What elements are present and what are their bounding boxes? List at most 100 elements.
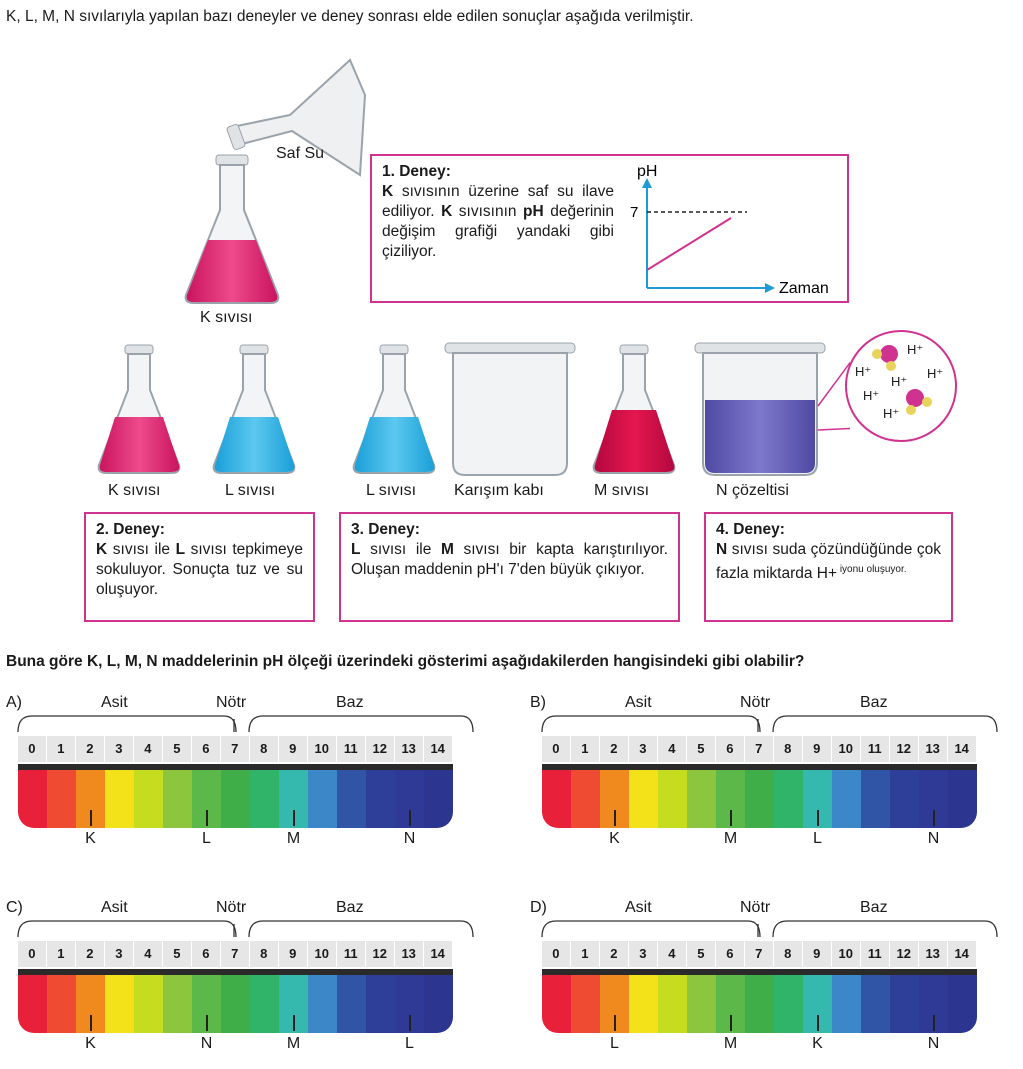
- ph-numbers-row: 0 1 2 3 4 5 6 7 8 9 10 11 12 13 14: [18, 941, 453, 967]
- deney4-title: 4. Deney:: [716, 521, 785, 538]
- ph-number: 9: [278, 941, 307, 967]
- ph-number: 7: [220, 736, 249, 762]
- ph-color-cell: [629, 975, 658, 1033]
- ph-number: 1: [46, 941, 75, 967]
- ph-color-cell: [542, 770, 571, 828]
- marker-label: N: [927, 1035, 940, 1052]
- flask-label-k: K sıvısı: [108, 482, 161, 499]
- ph-number: 7: [744, 941, 773, 967]
- ph-color-cell: [18, 770, 47, 828]
- option-d[interactable]: D) Asit Nötr Baz 0 1 2 3 4 5 6 7 8 9 10 11 12 13 14 L M K N: [530, 895, 1000, 1065]
- ph-number: 6: [191, 941, 220, 967]
- baz-label: Baz: [336, 899, 364, 916]
- intro-text: K, L, M, N sıvılarıyla yapılan bazı dene…: [6, 8, 694, 25]
- ph-number: 12: [889, 941, 918, 967]
- marker-label: K: [85, 1035, 96, 1052]
- ph-number: 13: [394, 941, 423, 967]
- baz-label: Baz: [860, 899, 888, 916]
- ph-color-cell: [687, 770, 716, 828]
- ph-color-cell: [105, 770, 134, 828]
- ph-color-cell: [774, 975, 803, 1033]
- scale-brackets: [541, 920, 998, 938]
- ph-number: 9: [278, 736, 307, 762]
- ph-color-bar: [542, 764, 977, 828]
- m-flask-icon: [592, 344, 676, 474]
- ph-color-cell: [571, 770, 600, 828]
- ph-color-cell: [221, 975, 250, 1033]
- option-letter: B): [530, 694, 546, 711]
- option-b[interactable]: B) Asit Nötr Baz 0 1 2 3 4 5 6 7 8 9 10 11 12 13 14 K M L N: [530, 690, 1000, 860]
- ph-number: 8: [249, 941, 278, 967]
- ph-number: 1: [570, 736, 599, 762]
- baz-label: Baz: [336, 694, 364, 711]
- marker-line: [816, 810, 819, 826]
- flask-label-n: N çözeltisi: [716, 482, 789, 499]
- ph-color-cell: [948, 975, 977, 1033]
- ph-number: 0: [18, 736, 46, 762]
- marker-line: [932, 810, 935, 826]
- ph-number: 9: [802, 736, 831, 762]
- marker-label: K: [609, 830, 620, 847]
- ph-color-cell: [745, 770, 774, 828]
- ph-numbers-row: 0 1 2 3 4 5 6 7 8 9 10 11 12 13 14: [542, 941, 977, 967]
- ph-color-cell: [308, 770, 337, 828]
- marker-label: L: [813, 830, 822, 847]
- ph-color-cell: [308, 975, 337, 1033]
- k-flask-small-icon: [97, 344, 181, 474]
- ph-color-cell: [424, 975, 453, 1033]
- ph-number: 5: [162, 736, 191, 762]
- option-c[interactable]: C) Asit Nötr Baz 0 1 2 3 4 5 6 7 8 9 10 11 12 13 14 K N M L: [6, 895, 476, 1065]
- pouring-flask-icon: [226, 58, 367, 177]
- ph-number: 3: [104, 736, 133, 762]
- baz-label: Baz: [860, 694, 888, 711]
- deney3-box: 3. Deney: L sıvısı ile M sıvısı bir kapt…: [339, 512, 680, 622]
- ph-color-cell: [424, 770, 453, 828]
- notr-label: Nötr: [740, 899, 771, 916]
- ph-number: 11: [860, 941, 889, 967]
- ph-color-cell: [366, 975, 395, 1033]
- ph-color-cell: [745, 975, 774, 1033]
- deney1-title: 1. Deney:: [382, 163, 451, 180]
- scale-brackets: [541, 715, 998, 733]
- ph-number: 7: [744, 736, 773, 762]
- ph-number: 6: [191, 736, 220, 762]
- ph-color-cell: [774, 770, 803, 828]
- ph-color-cell: [105, 975, 134, 1033]
- scale-brackets: [17, 715, 474, 733]
- marker-line: [205, 1015, 208, 1031]
- ph-numbers-row: 0 1 2 3 4 5 6 7 8 9 10 11 12 13 14: [18, 736, 453, 762]
- saf-su-label: Saf Su: [276, 145, 325, 162]
- l-flask-2-icon: [352, 344, 436, 474]
- ion-label: H⁺: [927, 366, 944, 381]
- ph-number: 9: [802, 941, 831, 967]
- ph-number: 4: [657, 736, 686, 762]
- deney1-text: K sıvısının üzerine saf su ilave ediliyo…: [382, 183, 614, 260]
- ph-number: 8: [249, 736, 278, 762]
- ph-number: 6: [715, 941, 744, 967]
- marker-line: [89, 810, 92, 826]
- option-a[interactable]: A) Asit Nötr Baz 0 1 2 3 4 5 6 7 8 9 10 11 12 13 14 K L M N: [6, 690, 476, 860]
- marker-label: L: [610, 1035, 619, 1052]
- ph-number: 12: [889, 736, 918, 762]
- graph-x-label: Zaman: [779, 280, 829, 297]
- marker-line: [89, 1015, 92, 1031]
- ph-color-cell: [47, 770, 76, 828]
- ph-color-cell: [948, 770, 977, 828]
- asit-label: Asit: [625, 899, 652, 916]
- deney1-graph: pH 7 Zaman: [630, 163, 829, 297]
- ph-color-cell: [658, 770, 687, 828]
- ion-label: H⁺: [907, 342, 924, 357]
- ph-color-cell: [658, 975, 687, 1033]
- ph-number: 7: [220, 941, 249, 967]
- ph-color-cell: [337, 770, 366, 828]
- flask-label-l: L sıvısı: [225, 482, 276, 499]
- marker-label: N: [403, 830, 416, 847]
- ph-number: 4: [133, 736, 162, 762]
- marker-label: M: [286, 830, 301, 847]
- deney2-box: 2. Deney: K sıvısı ile L sıvısı tepkimey…: [84, 512, 315, 622]
- ph-number: 8: [773, 941, 802, 967]
- ph-numbers-row: 0 1 2 3 4 5 6 7 8 9 10 11 12 13 14: [542, 736, 977, 762]
- notr-label: Nötr: [740, 694, 771, 711]
- ph-number: 3: [628, 941, 657, 967]
- ph-number: 11: [860, 736, 889, 762]
